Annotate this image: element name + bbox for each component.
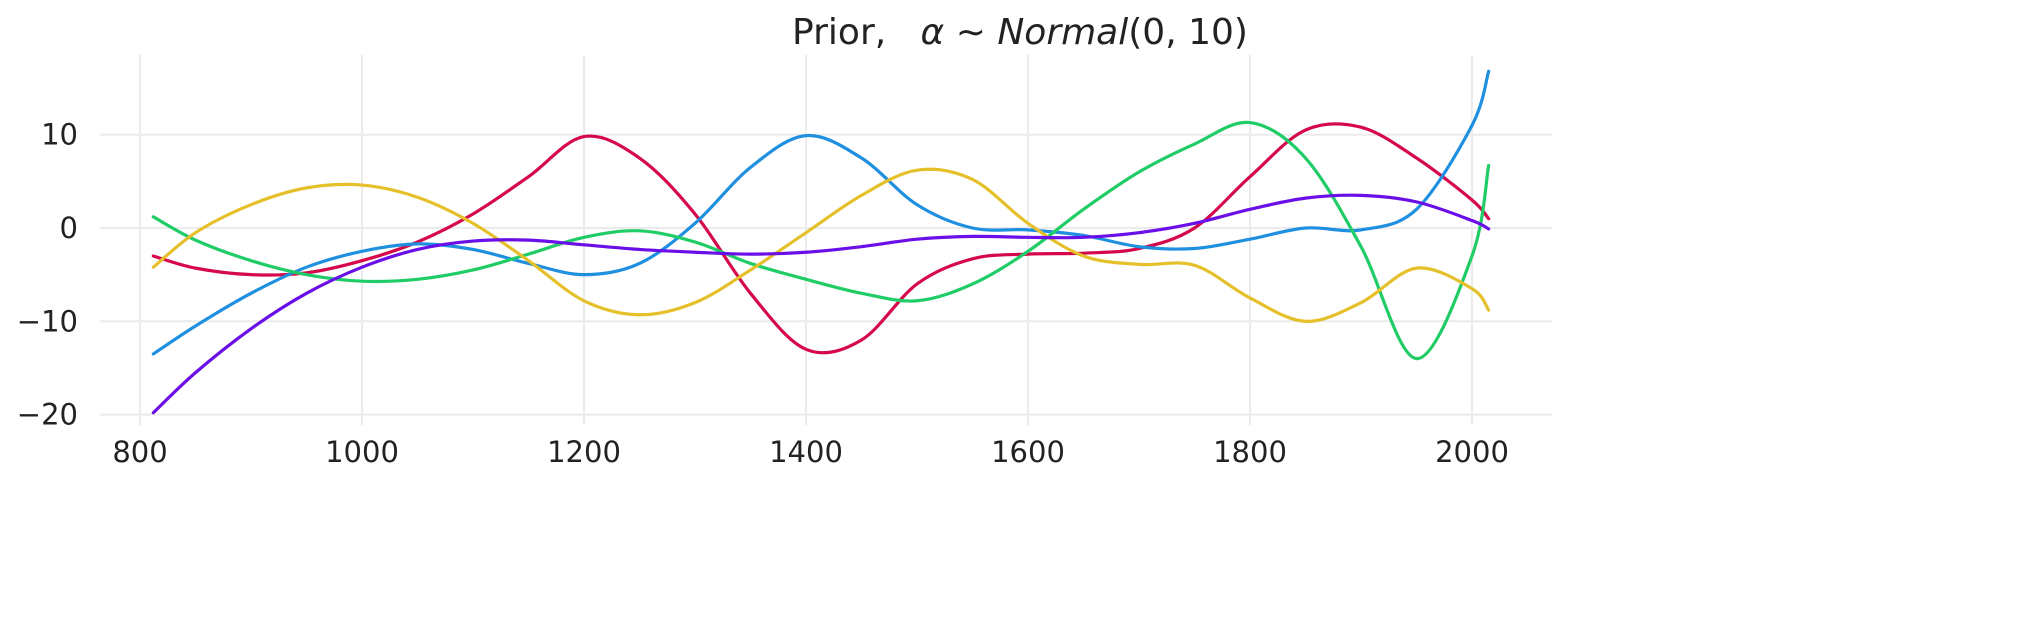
y-tick-label: 10: [41, 118, 78, 152]
y-tick-label: −10: [17, 304, 78, 338]
series-line-draw-green: [151, 120, 1491, 361]
series-line-draw-yellow: [151, 167, 1491, 323]
y-tick-label: 0: [60, 211, 78, 245]
title-params: (0, 10): [1128, 12, 1248, 53]
series-line-draw-purple: [151, 193, 1491, 415]
title-prefix: Prior,: [792, 12, 887, 53]
series-line-draw-red: [151, 122, 1491, 355]
title-alpha: α: [920, 12, 945, 53]
x-tick-label: 800: [112, 435, 167, 469]
tick-labels: 800 1000 1200 1400 1600 1800 2000 10 0 −10 −20: [17, 118, 1509, 469]
y-tick-label: −20: [17, 398, 78, 432]
x-tick-label: 1200: [547, 435, 621, 469]
x-tick-label: 1600: [991, 435, 1065, 469]
series-lines: [151, 69, 1491, 415]
x-tick-label: 1800: [1213, 435, 1287, 469]
x-tick-label: 2000: [1435, 435, 1509, 469]
x-tick-label: 1000: [325, 435, 399, 469]
title-distribution: Normal: [997, 12, 1129, 53]
series-line-draw-blue: [151, 69, 1491, 356]
title-tilde: ∼: [955, 12, 986, 53]
x-tick-label: 1400: [769, 435, 843, 469]
grid: [100, 55, 1552, 425]
chart-title: Prior, α ∼ Normal(0, 10): [0, 12, 2023, 53]
